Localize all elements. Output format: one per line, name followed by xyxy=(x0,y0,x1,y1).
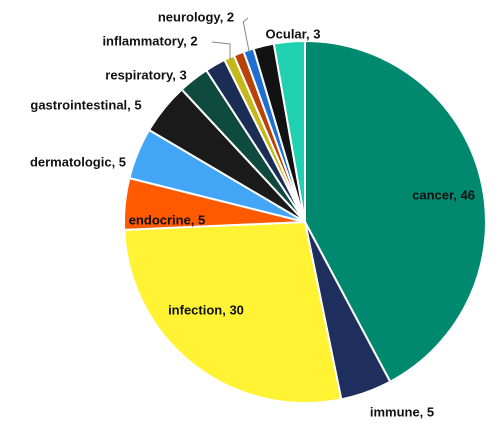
leader-line-inflammatory xyxy=(211,41,231,60)
leader-lines xyxy=(211,17,250,60)
slice-label-inflammatory: inflammatory, 2 xyxy=(102,33,197,48)
slice-label-cancer: cancer, 46 xyxy=(412,187,475,202)
pie-slice-ocular xyxy=(272,39,306,223)
slice-label-endocrine: endocrine, 5 xyxy=(129,212,206,227)
slice-label-ocular: Ocular, 3 xyxy=(266,26,321,41)
slice-label-immune: immune, 5 xyxy=(370,404,434,419)
slice-label-infection: infection, 30 xyxy=(168,302,244,317)
slice-label-dermatologic: dermatologic, 5 xyxy=(30,154,126,169)
slice-labels: cancer, 46 immune, 5 infection, 30 endocrin… xyxy=(30,9,475,419)
pie-slice-cancer xyxy=(304,39,487,384)
slice-label-neurology: neurology, 2 xyxy=(158,9,234,24)
pie-slice-infection xyxy=(123,220,343,404)
slice-label-respiratory: respiratory, 3 xyxy=(105,67,186,82)
leader-line-neurology xyxy=(242,17,250,52)
slice-label-gastrointestinal: gastrointestinal, 5 xyxy=(30,97,141,112)
